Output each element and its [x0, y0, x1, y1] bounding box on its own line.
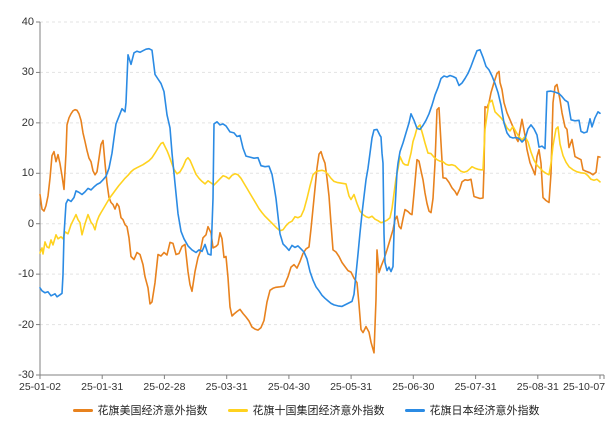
- legend-entry-1[interactable]: 花旗十国集团经济意外指数: [227, 402, 385, 418]
- legend-entry-0[interactable]: 花旗美国经济意外指数: [72, 402, 208, 418]
- legend-entry-2[interactable]: 花旗日本经济意外指数: [404, 402, 540, 418]
- x-axis-label: 25-06-30: [392, 381, 435, 393]
- legend: 花旗美国经济意外指数 花旗十国集团经济意外指数 花旗日本经济意外指数: [0, 402, 612, 418]
- y-axis-label: 30: [21, 66, 34, 79]
- legend-label: 花旗日本经济意外指数: [429, 405, 540, 417]
- y-axis-label: -10: [18, 268, 34, 281]
- x-axis-label: 25-10-07: [563, 381, 606, 393]
- x-axis-label: 25-05-31: [330, 381, 373, 393]
- y-axis-label: 20: [21, 116, 34, 129]
- series-line-2: [39, 47, 601, 308]
- y-axis-label: 10: [21, 167, 34, 180]
- series-line-0: [39, 70, 601, 354]
- legend-label: 花旗美国经济意外指数: [97, 405, 208, 417]
- x-axis-label: 25-04-30: [267, 381, 310, 393]
- legend-label: 花旗十国集团经济意外指数: [252, 405, 385, 417]
- legend-line-marker: [404, 408, 425, 412]
- x-axis-label: 25-08-31: [516, 381, 559, 393]
- y-axis-label: 0: [27, 217, 34, 230]
- legend-line-marker: [227, 408, 248, 412]
- x-axis-label: 25-07-31: [454, 381, 497, 393]
- legend-line-marker: [72, 408, 93, 412]
- y-axis-label: 40: [21, 16, 34, 28]
- y-axis-label: -30: [18, 369, 34, 381]
- y-axis-label: -20: [18, 318, 34, 331]
- x-axis-label: 25-01-02: [18, 381, 62, 393]
- x-axis-label: 25-02-28: [143, 381, 186, 393]
- x-axis-label: 25-01-31: [81, 381, 124, 393]
- series-line-1: [39, 99, 601, 255]
- x-axis-label: 25-03-31: [205, 381, 248, 393]
